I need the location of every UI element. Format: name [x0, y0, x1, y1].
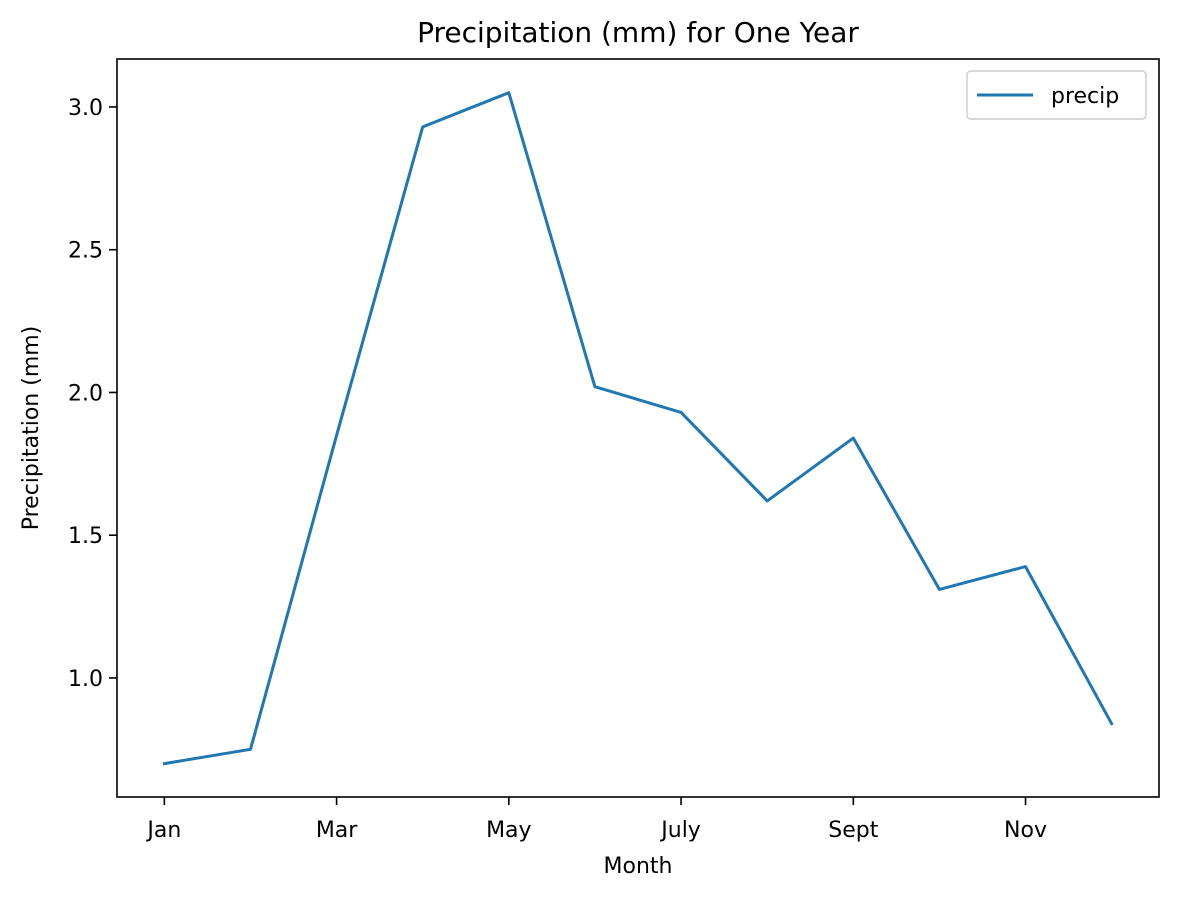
y-axis: 1.0 1.5 2.0 2.5 3.0 [68, 96, 117, 692]
series-line-precip [162, 91, 1114, 766]
chart-title: Precipitation (mm) for One Year [417, 16, 859, 49]
axes-frame [116, 58, 1160, 798]
y-tick-label: 2.0 [68, 381, 103, 406]
y-tick-label: 3.0 [68, 96, 103, 121]
x-tick-label: May [486, 818, 531, 843]
y-tick-label: 2.5 [68, 239, 103, 264]
x-axis: Jan Mar May July Sept Nov [145, 797, 1047, 843]
x-tick-label: Nov [1004, 818, 1047, 843]
legend-box [966, 70, 1147, 120]
legend-label: precip [1051, 84, 1119, 109]
x-axis-label: Month [604, 854, 673, 879]
y-tick-label: 1.5 [68, 524, 103, 549]
x-tick-label: Sept [828, 818, 878, 843]
x-tick-label: Mar [316, 818, 358, 843]
y-tick-label: 1.0 [68, 667, 103, 692]
legend: precip [966, 70, 1147, 120]
x-tick-label: Jan [145, 818, 181, 843]
x-tick-label: July [659, 818, 701, 843]
plot-area [162, 91, 1114, 766]
y-axis-label: Precipitation (mm) [19, 326, 44, 531]
